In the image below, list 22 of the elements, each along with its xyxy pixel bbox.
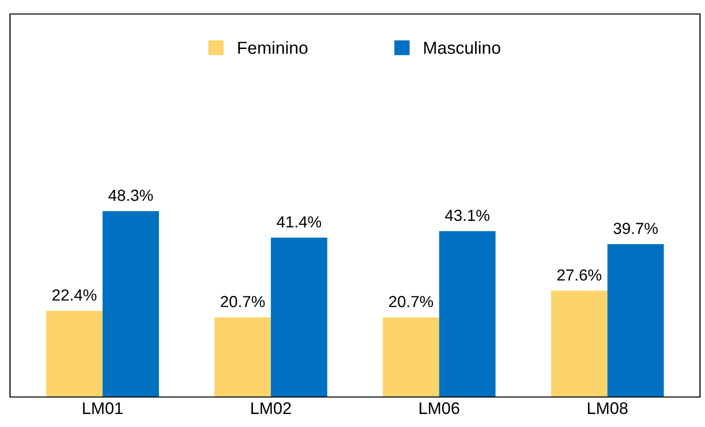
- data-label: 48.3%: [108, 190, 153, 201]
- data-label: 20.7%: [389, 296, 434, 308]
- bar: [102, 211, 159, 397]
- bar: [607, 244, 664, 397]
- data-label: 27.6%: [557, 269, 602, 281]
- bar: [439, 231, 496, 397]
- legend-label: Feminino: [238, 41, 308, 54]
- x-tick-label: LM01: [83, 402, 123, 414]
- data-label: 43.1%: [445, 210, 490, 221]
- legend-label: Masculino: [424, 41, 500, 54]
- data-label: 39.7%: [614, 222, 658, 234]
- data-label: 22.4%: [52, 289, 96, 301]
- x-tick-label: LM02: [251, 402, 291, 414]
- bar: [214, 317, 271, 397]
- bar: [46, 310, 103, 397]
- data-label: 41.4%: [276, 216, 322, 228]
- x-tick-label: LM08: [588, 402, 628, 414]
- bar: [551, 290, 608, 397]
- bar: [382, 317, 440, 397]
- data-label: 20.7%: [220, 296, 265, 308]
- x-tick-label: LM06: [420, 402, 460, 414]
- bar: [270, 238, 328, 397]
